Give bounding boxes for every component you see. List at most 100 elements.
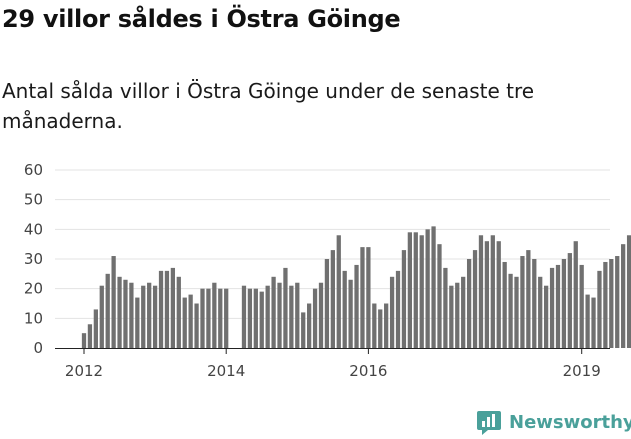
bar <box>176 276 181 348</box>
bar <box>401 250 407 348</box>
bar <box>514 276 519 348</box>
bar <box>289 285 294 348</box>
bar <box>324 259 330 348</box>
bar <box>413 232 418 348</box>
bar <box>307 303 312 348</box>
bar <box>544 285 549 348</box>
bar <box>93 309 98 348</box>
bar <box>567 253 572 348</box>
axis-layer: 0102030405060201220142016201920212023202… <box>24 161 610 380</box>
bar <box>526 250 531 348</box>
bar <box>129 282 134 348</box>
bar <box>496 241 501 348</box>
bar <box>212 282 217 348</box>
bar <box>508 273 513 348</box>
y-tick-label: 50 <box>24 191 43 209</box>
bar <box>158 270 164 348</box>
bar <box>135 297 140 348</box>
bar <box>437 244 442 348</box>
bar <box>277 282 282 348</box>
bar <box>431 226 436 348</box>
bar <box>490 235 495 348</box>
bar <box>472 250 478 348</box>
bar <box>188 294 193 348</box>
bar <box>336 235 341 348</box>
bar <box>378 309 383 348</box>
bar <box>81 333 87 348</box>
bar-layer <box>81 226 631 348</box>
bar <box>603 261 608 348</box>
bar <box>194 303 199 348</box>
bar <box>549 267 555 348</box>
bar <box>312 288 318 348</box>
bar <box>449 285 454 348</box>
bar <box>573 241 578 348</box>
bar <box>579 264 584 348</box>
bar <box>455 282 460 348</box>
bar <box>591 297 596 348</box>
bar <box>466 259 472 348</box>
bar <box>395 270 401 348</box>
bar <box>425 229 430 348</box>
bar <box>621 244 626 348</box>
y-tick-label: 60 <box>24 161 43 179</box>
bar <box>330 250 335 348</box>
bar <box>301 312 306 348</box>
y-tick-label: 10 <box>24 309 43 327</box>
bar <box>342 270 347 348</box>
x-tick-label: 2016 <box>349 362 387 380</box>
y-tick-label: 40 <box>24 220 43 238</box>
bar <box>384 303 389 348</box>
page-title: 29 villor såldes i Östra Göinge <box>2 5 401 33</box>
bar <box>111 256 116 348</box>
bar <box>609 259 614 348</box>
bar <box>224 288 229 348</box>
bar <box>206 288 211 348</box>
bar <box>117 276 122 348</box>
bar <box>538 276 543 348</box>
bar <box>478 235 484 348</box>
bar <box>265 285 270 348</box>
bar <box>366 247 371 348</box>
bar <box>484 241 490 348</box>
bar <box>170 267 176 348</box>
bar <box>295 282 300 348</box>
brand-logo: Newsworthy <box>476 409 631 435</box>
bar <box>354 264 359 348</box>
bar <box>407 232 412 348</box>
bar <box>218 288 223 348</box>
bar <box>200 288 205 348</box>
bar <box>241 285 247 348</box>
bar <box>360 247 365 348</box>
bar <box>318 282 324 348</box>
bar <box>259 291 264 348</box>
bar <box>348 279 353 348</box>
bar <box>182 297 187 348</box>
bar <box>443 267 448 348</box>
bar <box>152 285 158 348</box>
bar <box>372 303 377 348</box>
x-tick-label: 2019 <box>563 362 601 380</box>
y-tick-label: 0 <box>33 339 43 357</box>
bar <box>164 270 170 348</box>
page-subtitle: Antal sålda villor i Östra Göinge under … <box>2 79 535 133</box>
newsworthy-chart-icon <box>477 411 501 435</box>
bar <box>389 276 395 348</box>
bar <box>123 279 128 348</box>
bar <box>105 273 110 348</box>
bar <box>147 282 152 348</box>
bar <box>253 288 258 348</box>
bar <box>615 256 620 348</box>
y-tick-label: 30 <box>24 250 43 268</box>
bar <box>99 285 104 348</box>
x-tick-label: 2014 <box>207 362 245 380</box>
bar <box>561 259 567 348</box>
bar <box>520 256 525 348</box>
brand-name: Newsworthy <box>509 411 631 433</box>
bar <box>502 261 507 348</box>
bar <box>555 264 561 348</box>
bar <box>271 276 276 348</box>
y-tick-label: 20 <box>24 280 43 298</box>
bar <box>597 270 602 348</box>
